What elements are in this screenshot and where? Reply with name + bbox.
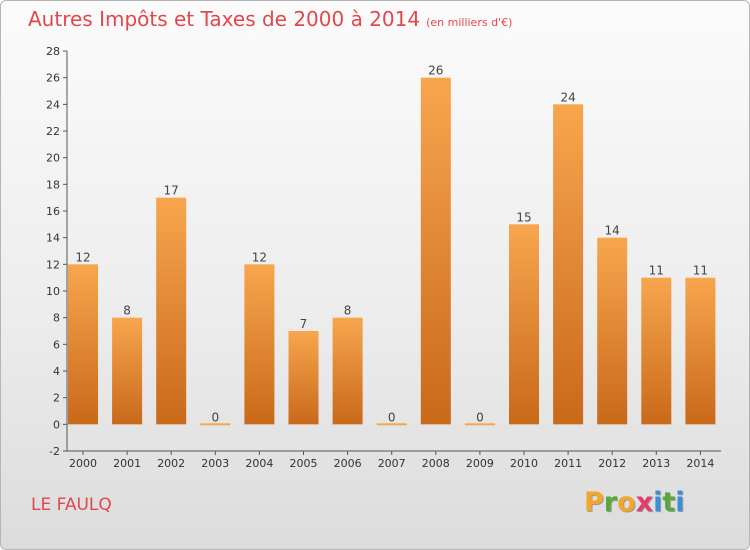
y-tick-label: 16 (46, 205, 60, 218)
bar (288, 331, 319, 425)
bar (112, 317, 143, 425)
x-axis: 2000 2001 2002 2003 2004 2005 2006 2007 2008 2009… (67, 450, 721, 470)
y-tick-label: 0 (53, 418, 60, 431)
x-tick-label: 2013 (642, 457, 670, 470)
bar (420, 77, 451, 425)
data-label: 17 (164, 184, 179, 198)
data-label: 15 (516, 210, 531, 224)
data-label: 14 (605, 224, 620, 238)
bar (641, 277, 672, 425)
bar (597, 237, 628, 425)
y-tick-label: 10 (46, 285, 60, 298)
brand-letter: o (617, 487, 636, 518)
data-label: 0 (476, 410, 484, 424)
x-tick-label: 2011 (554, 457, 582, 470)
commune-name: LE FAULQ (31, 495, 112, 515)
bar (200, 423, 231, 426)
bar (685, 277, 716, 425)
y-tick-label: -2 (49, 445, 60, 458)
data-label: 12 (75, 250, 90, 264)
bar (464, 423, 495, 426)
data-label: 8 (123, 304, 131, 318)
y-tick-label: 28 (46, 45, 60, 58)
proxiti-logo: Proxiti (584, 487, 685, 518)
bar (332, 317, 363, 425)
y-tick-label: 8 (53, 312, 60, 325)
x-tick-label: 2002 (157, 457, 185, 470)
data-label: 0 (388, 410, 396, 424)
x-tick-label: 2008 (422, 457, 450, 470)
data-label: 24 (560, 90, 575, 104)
bar (509, 224, 539, 425)
x-tick-label: 2004 (245, 457, 273, 470)
x-tick-label: 2012 (598, 457, 626, 470)
y-tick-label: 20 (46, 152, 60, 165)
bar (376, 423, 407, 426)
x-tick-label: 2005 (290, 457, 318, 470)
y-tick-label: 14 (46, 232, 60, 245)
bars (68, 77, 716, 426)
y-tick-label: 12 (46, 258, 60, 271)
data-labels: 12 8 17 0 12 7 8 0 26 0 15 24 14 11 11 (75, 64, 708, 425)
x-tick-label: 2009 (466, 457, 494, 470)
x-tick-label: 2000 (69, 457, 97, 470)
data-label: 0 (211, 410, 219, 424)
x-tick-label: 2014 (686, 457, 714, 470)
brand-letter: t (662, 487, 676, 518)
bar (553, 104, 584, 425)
data-label: 11 (693, 264, 708, 278)
chart-title: Autres Impôts et Taxes de 2000 à 2014 (28, 7, 421, 31)
y-tick-label: 2 (53, 392, 60, 405)
x-tick-label: 2001 (113, 457, 141, 470)
brand-letter: x (635, 487, 654, 518)
bar (68, 264, 98, 425)
brand-letter: P (584, 487, 604, 518)
y-tick-label: 18 (46, 178, 60, 191)
x-tick-label: 2003 (201, 457, 229, 470)
data-label: 26 (428, 64, 443, 78)
bar (156, 197, 187, 425)
data-label: 7 (300, 317, 308, 331)
y-tick-label: 24 (46, 98, 60, 111)
brand-letter: i (675, 487, 685, 518)
brand-letter: r (603, 487, 618, 518)
y-tick-label: 6 (53, 338, 60, 351)
chart-unit: (en milliers d'€) (426, 16, 513, 29)
data-label: 11 (649, 264, 664, 278)
chart-header: Autres Impôts et Taxes de 2000 à 2014 (en… (28, 7, 512, 31)
data-label: 8 (344, 304, 352, 318)
y-tick-label: 4 (53, 365, 60, 378)
y-tick-label: 26 (46, 72, 60, 85)
bar (244, 264, 275, 425)
x-tick-label: 2010 (510, 457, 538, 470)
brand-letter: i (653, 487, 663, 518)
data-label: 12 (252, 250, 267, 264)
x-tick-label: 2006 (334, 457, 362, 470)
x-tick-label: 2007 (378, 457, 406, 470)
y-tick-label: 22 (46, 125, 60, 138)
